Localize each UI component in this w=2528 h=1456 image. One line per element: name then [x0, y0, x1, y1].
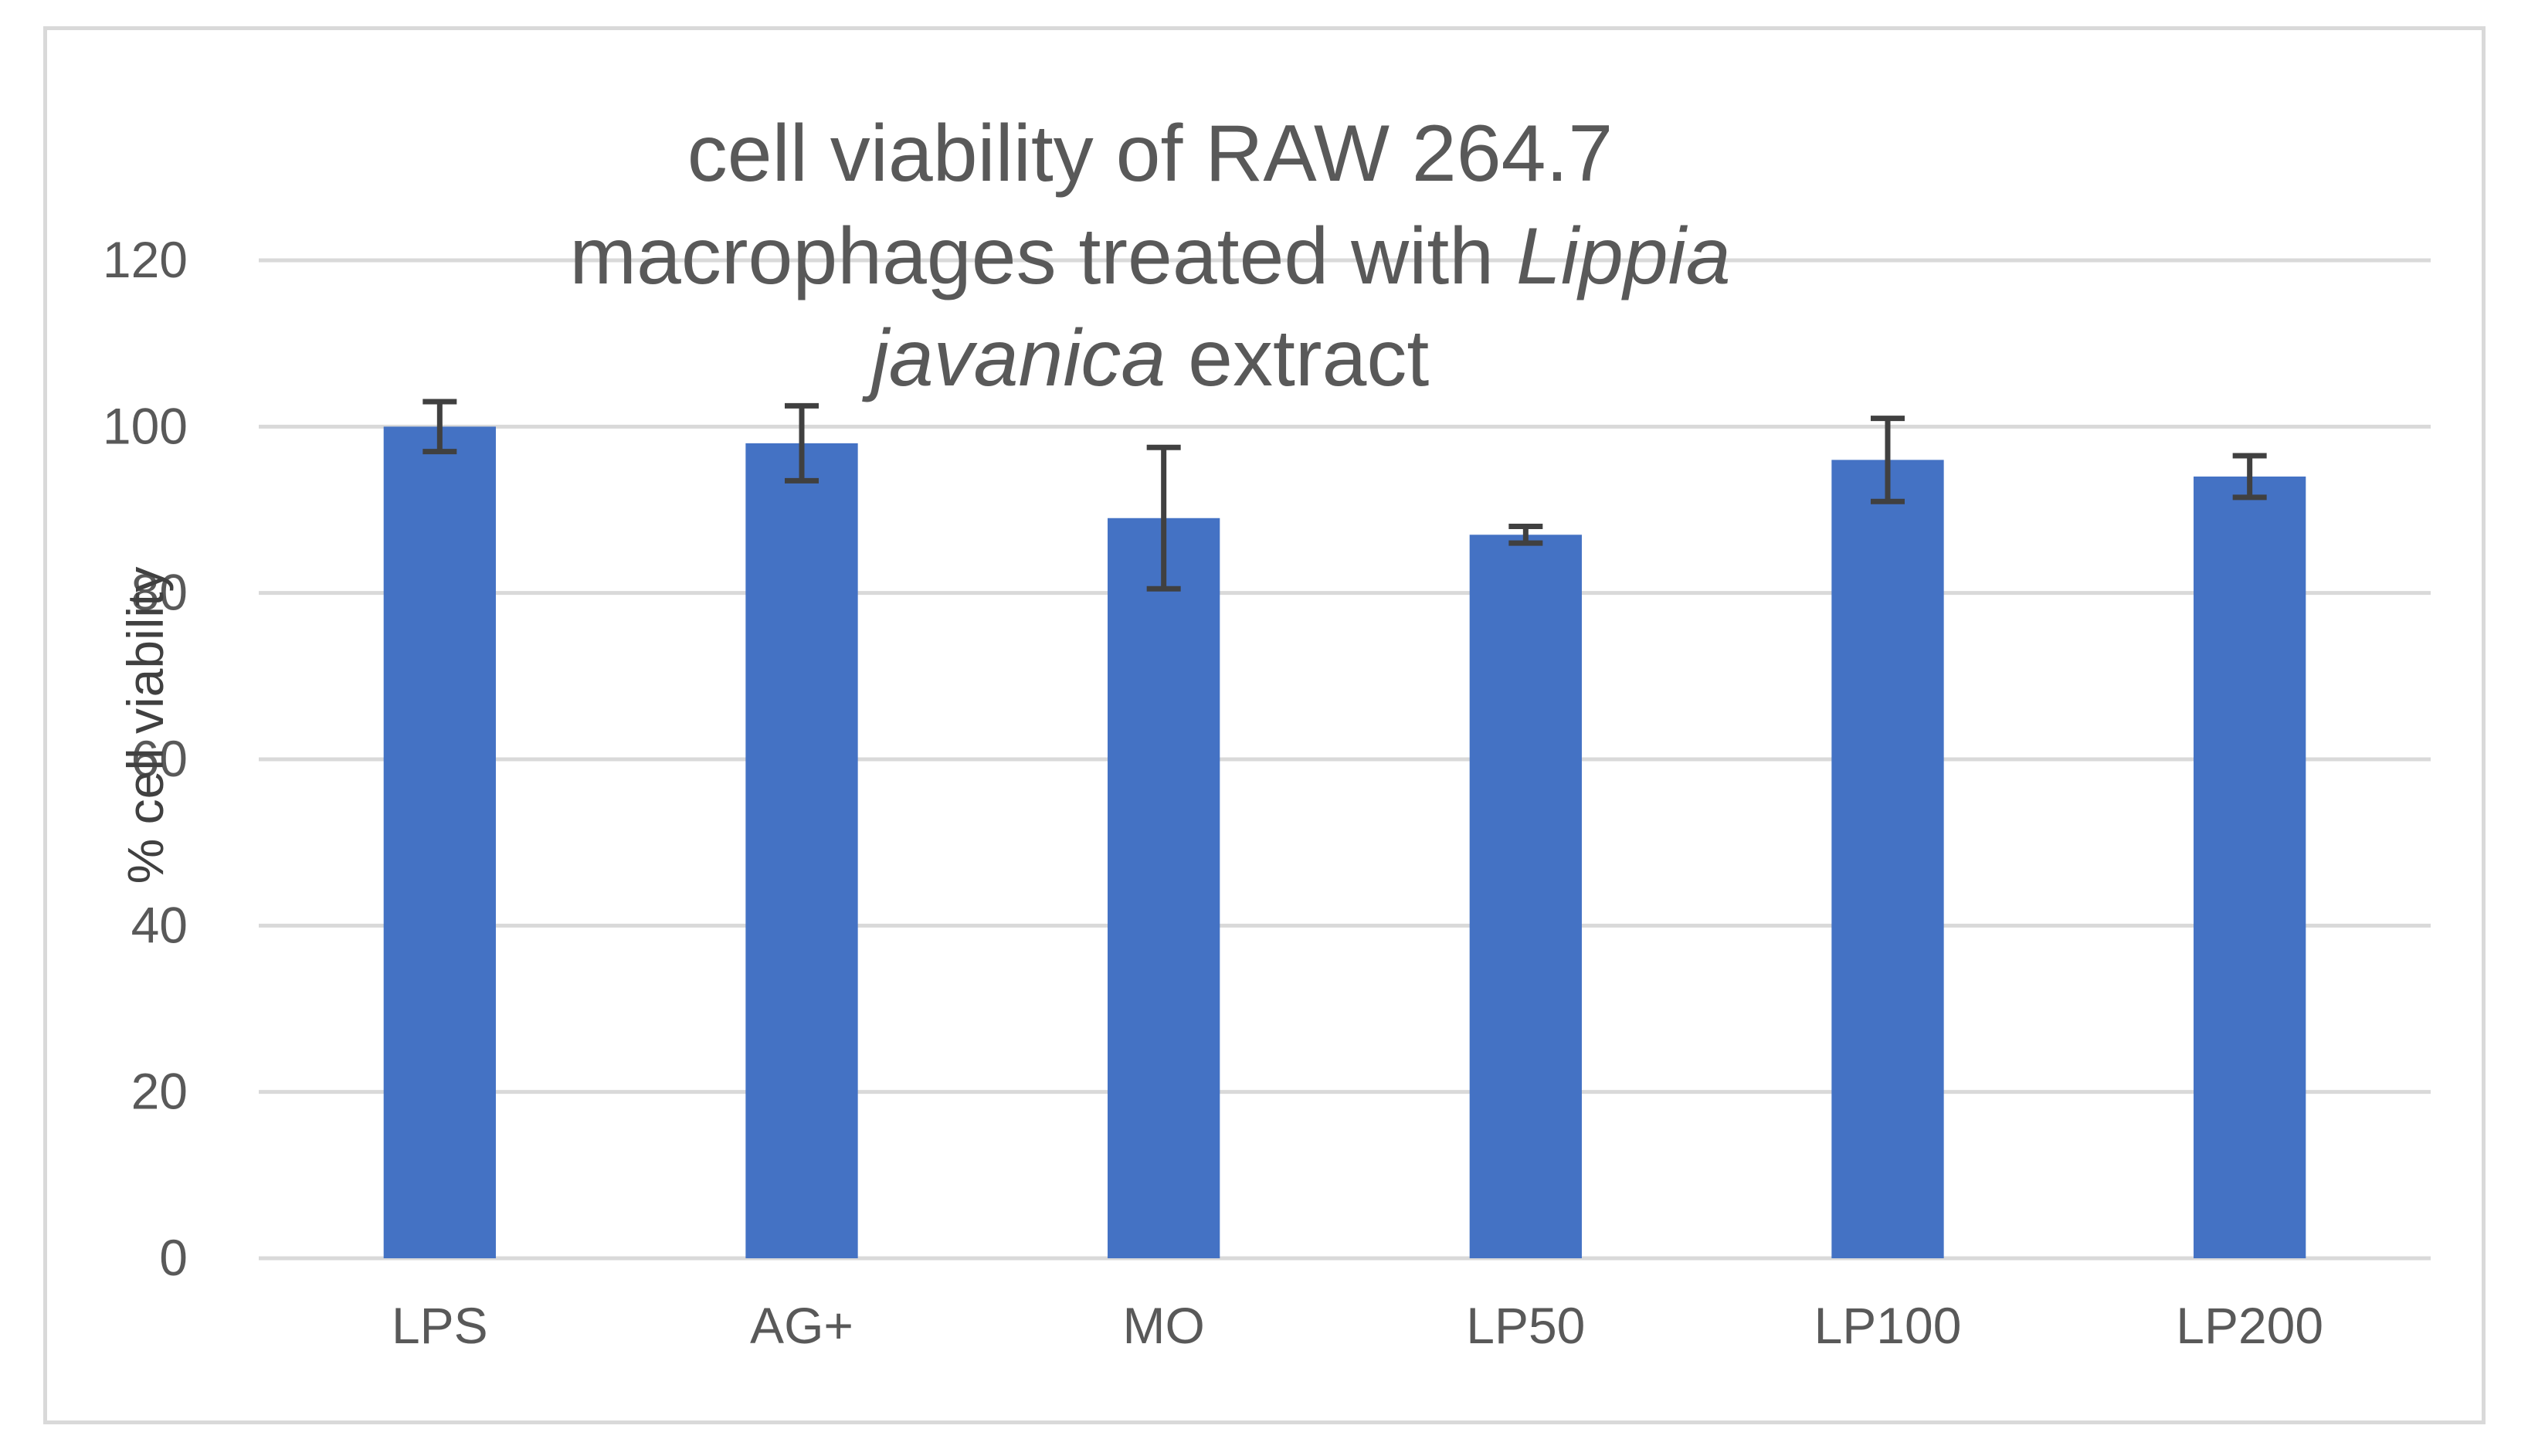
y-tick-label: 20 — [131, 1063, 188, 1120]
bar — [1831, 460, 1944, 1258]
y-axis-ticks: 0 20 40 60 80 100 120 — [103, 231, 188, 1286]
title-line-3-normal: extract — [1166, 314, 1429, 403]
error-bar — [1146, 444, 1181, 592]
x-category-label: MO — [1123, 1297, 1205, 1354]
y-tick-label: 60 — [131, 730, 188, 787]
x-category-label: LP50 — [1466, 1297, 1585, 1354]
bar — [2194, 476, 2306, 1258]
chart-frame: 0 20 40 60 80 100 120 LPS AG+ MO LP50 LP100 LP200 c… — [43, 26, 2486, 1424]
bar — [1469, 535, 1582, 1258]
y-tick-label: 0 — [159, 1229, 188, 1286]
bars — [383, 426, 2306, 1259]
x-category-label: LP100 — [1814, 1297, 1962, 1354]
x-category-label: AG+ — [750, 1297, 853, 1354]
chart-title-line-3: javanica extract — [862, 314, 1430, 403]
gridlines — [259, 258, 2431, 1261]
title-line-2-normal: macrophages treated with — [569, 212, 1516, 301]
bar — [745, 443, 858, 1258]
title-line-3-italic: javanica — [862, 314, 1166, 403]
bar — [1108, 518, 1220, 1258]
error-bar — [785, 402, 819, 484]
x-category-label: LP200 — [2176, 1297, 2323, 1354]
title-line-2-italic: Lippia — [1516, 212, 1731, 301]
error-bar — [1508, 524, 1543, 546]
x-category-label: LPS — [392, 1297, 488, 1354]
error-bar — [1871, 416, 1905, 504]
error-bar — [2232, 453, 2267, 501]
y-tick-label: 100 — [103, 397, 188, 454]
error-bars — [422, 399, 2267, 592]
y-tick-label: 120 — [103, 231, 188, 288]
bar — [383, 426, 496, 1259]
chart-title-line-1: cell viability of RAW 264.7 — [687, 109, 1613, 199]
chart-title-line-2: macrophages treated with Lippia — [569, 212, 1730, 301]
y-axis-label: % cell viability — [117, 567, 174, 884]
bar-chart: 0 20 40 60 80 100 120 LPS AG+ MO LP50 LP100 LP200 c… — [103, 109, 2431, 1354]
y-tick-label: 80 — [131, 564, 188, 621]
error-bar — [422, 399, 457, 455]
x-axis-labels: LPS AG+ MO LP50 LP100 LP200 — [392, 1297, 2323, 1354]
y-tick-label: 40 — [131, 896, 188, 953]
